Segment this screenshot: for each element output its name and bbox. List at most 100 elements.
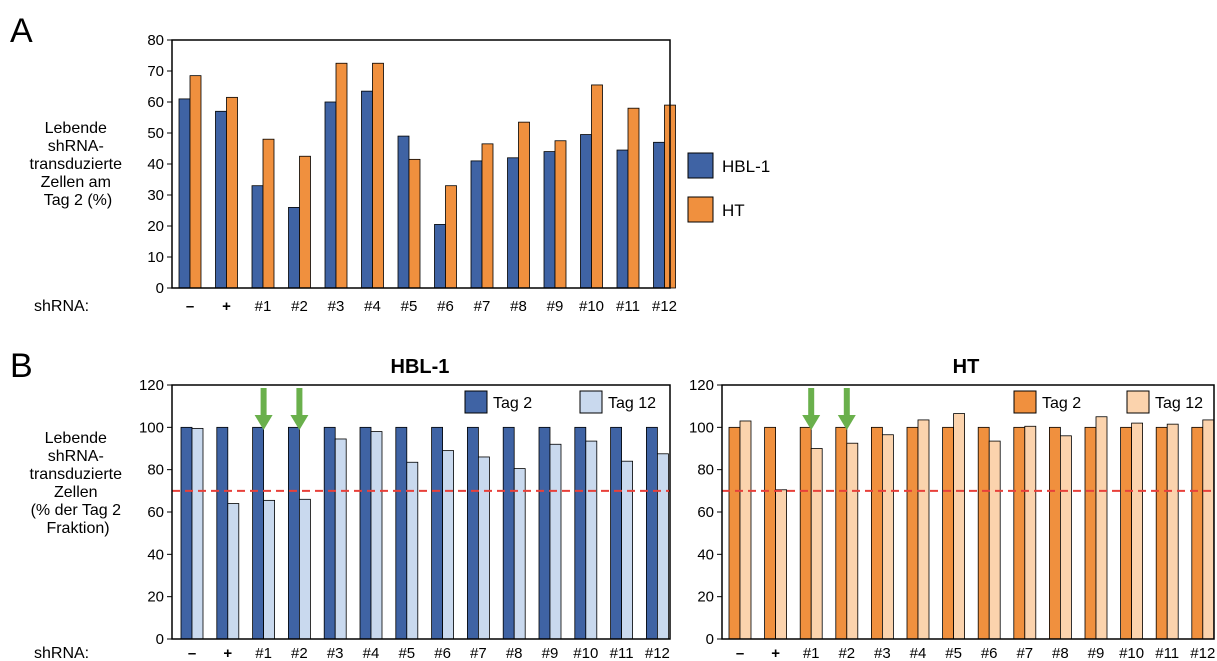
y-tick-label: 80 xyxy=(147,462,164,479)
bar-ht-series2 xyxy=(882,434,894,640)
category-label: #11 xyxy=(610,645,634,661)
bar-ht-series1 xyxy=(871,426,883,640)
category-label: #7 xyxy=(470,645,487,661)
legend-label: Tag 12 xyxy=(608,395,656,412)
bar-a-series1 xyxy=(178,98,191,289)
category-label: – xyxy=(188,645,196,661)
category-label: #8 xyxy=(1052,645,1069,661)
category-label: #4 xyxy=(363,645,380,661)
bar-ht-series1 xyxy=(1120,426,1132,640)
bar-hbl1-series2 xyxy=(549,443,562,640)
category-label: – xyxy=(186,298,194,315)
bar-ht-series2 xyxy=(810,448,823,640)
bar-a-series1 xyxy=(397,135,410,289)
category-label: #11 xyxy=(1155,645,1179,661)
bar-a-series1 xyxy=(616,149,629,289)
panel-b-ylabel-line: Lebende xyxy=(45,430,107,447)
panel-a-ylabel-line: Tag 2 (%) xyxy=(44,192,112,209)
category-label: #2 xyxy=(291,645,308,661)
bar-ht-series1 xyxy=(728,426,741,640)
category-label: #10 xyxy=(573,645,598,661)
legend-swatch xyxy=(1013,390,1037,414)
category-label: #9 xyxy=(547,298,564,315)
bar-hbl1-series2 xyxy=(406,461,419,640)
y-tick-label: 80 xyxy=(697,462,714,479)
bar-hbl1-series2 xyxy=(657,453,669,640)
bar-ht-series2 xyxy=(1202,419,1215,640)
bar-a-series2 xyxy=(372,62,384,289)
bar-hbl1-series1 xyxy=(574,426,587,640)
bar-a-series2 xyxy=(262,138,275,289)
bar-hbl1-series1 xyxy=(359,426,372,640)
bar-ht-series1 xyxy=(1049,426,1061,640)
panel-b-letter: B xyxy=(10,347,33,385)
bar-a-series1 xyxy=(653,141,665,289)
category-label: #3 xyxy=(874,645,891,661)
chart-title: HT xyxy=(953,356,980,378)
y-tick-label: 120 xyxy=(689,377,714,394)
legend-label: Tag 2 xyxy=(1042,395,1081,412)
legend-label-ht: HT xyxy=(722,201,745,220)
y-tick-label: 30 xyxy=(147,187,164,204)
panel-b-xprefix: shRNA: xyxy=(34,645,89,661)
category-label: #4 xyxy=(910,645,927,661)
bar-hbl1-series2 xyxy=(298,498,311,640)
chart-title: HBL-1 xyxy=(391,356,450,378)
category-label: #6 xyxy=(437,298,454,315)
category-label: + xyxy=(771,645,780,661)
bar-hbl1-series1 xyxy=(216,426,229,640)
bar-a-series2 xyxy=(408,158,421,289)
down-arrow-icon xyxy=(254,388,273,430)
bar-a-series2 xyxy=(518,121,530,289)
category-label: #9 xyxy=(1088,645,1105,661)
bar-a-series2 xyxy=(226,96,238,289)
bar-ht-series2 xyxy=(846,442,859,640)
category-label: #12 xyxy=(1190,645,1215,661)
bar-hbl1-series2 xyxy=(370,431,383,640)
plot-frame xyxy=(171,384,671,640)
panel-a-letter: A xyxy=(10,12,33,50)
y-tick-label: 0 xyxy=(156,631,164,648)
y-tick-label: 40 xyxy=(147,156,164,173)
y-tick-label: 120 xyxy=(139,377,164,394)
y-tick-label: 0 xyxy=(156,280,164,297)
category-label: #8 xyxy=(510,298,527,315)
legend-label-hbl1: HBL-1 xyxy=(722,157,770,176)
category-label: #2 xyxy=(291,298,308,315)
bar-ht-series1 xyxy=(1013,426,1026,640)
bar-a-series1 xyxy=(251,185,264,289)
category-label: #4 xyxy=(364,298,381,315)
bar-a-series2 xyxy=(481,143,494,289)
category-label: – xyxy=(736,645,744,661)
bar-ht-series2 xyxy=(1095,416,1108,640)
bar-ht-series2 xyxy=(739,420,752,640)
panel-b-ylabel-line: transduzierte xyxy=(30,466,123,483)
panel-a-ylabel: Lebende shRNA- transduzierte Zellen am T… xyxy=(30,120,127,209)
bar-a-series1 xyxy=(470,160,483,289)
down-arrow-icon xyxy=(802,388,821,430)
legend-swatch xyxy=(579,390,603,414)
y-tick-label: 20 xyxy=(147,218,164,235)
y-tick-label: 20 xyxy=(697,589,714,606)
panel-a-ylabel-line: transduzierte xyxy=(30,156,123,173)
category-label: #10 xyxy=(1119,645,1144,661)
bar-hbl1-series1 xyxy=(252,426,265,640)
bar-hbl1-series2 xyxy=(477,456,490,640)
chart-b-hbl1: 0 20 40 60 80 100 120 – + #1 #2 #3 #4 #5 #6 #7 #8 #9 #10 #1… xyxy=(139,356,671,661)
bar-ht-series1 xyxy=(1084,426,1097,640)
down-arrow-icon xyxy=(837,388,856,430)
bar-a-series2 xyxy=(591,84,603,289)
bar-ht-series2 xyxy=(1131,422,1143,640)
down-arrow-icon xyxy=(290,388,309,430)
bar-hbl1-series1 xyxy=(538,426,551,640)
bar-ht-series2 xyxy=(1060,435,1072,640)
y-tick-label: 50 xyxy=(147,125,164,142)
category-label: #5 xyxy=(398,645,415,661)
category-label: #9 xyxy=(542,645,559,661)
bar-hbl1-series2 xyxy=(513,468,526,640)
bar-a-series1 xyxy=(580,134,592,289)
panel-b-ylabel-line: (% der Tag 2 xyxy=(31,502,122,519)
plot-frame xyxy=(721,384,1215,640)
y-tick-label: 60 xyxy=(147,504,164,521)
